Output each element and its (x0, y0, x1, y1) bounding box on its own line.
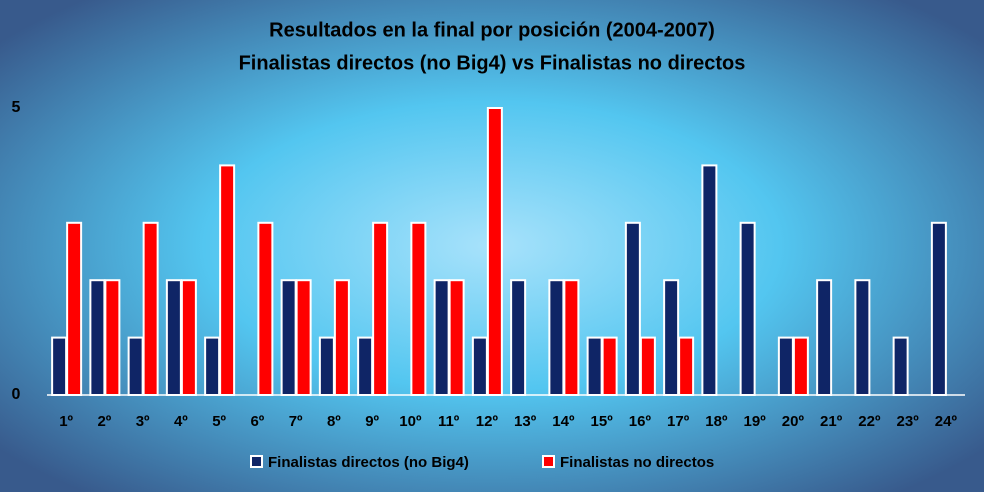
bar (510, 279, 527, 397)
bar (318, 336, 335, 397)
x-tick-label: 8º (327, 413, 341, 430)
bar (410, 221, 427, 396)
y-tick-label: 5 (12, 99, 21, 116)
bar (448, 279, 465, 397)
bar (563, 279, 580, 397)
x-tick-label: 6º (250, 413, 264, 430)
bar (51, 336, 68, 397)
y-tick-label: 0 (12, 386, 21, 403)
x-tick-label: 2º (97, 413, 111, 430)
legend-label: Finalistas no directos (560, 454, 714, 471)
x-tick-label: 17º (667, 413, 690, 430)
bar (777, 336, 794, 397)
bar (372, 221, 389, 396)
bar (816, 279, 833, 397)
x-tick-label: 24º (935, 413, 958, 430)
x-tick-label: 4º (174, 413, 188, 430)
legend-label: Finalistas directos (no Big4) (268, 454, 469, 471)
bar (127, 336, 144, 397)
x-tick-label: 23º (897, 413, 920, 430)
x-tick-label: 7º (289, 413, 303, 430)
chart-subtitle: Finalistas directos (no Big4) vs Finalis… (239, 52, 746, 74)
bar (89, 279, 106, 397)
bar (639, 336, 656, 397)
bar (142, 221, 159, 396)
bar (930, 221, 947, 396)
bar (257, 221, 274, 396)
x-tick-label: 13º (514, 413, 537, 430)
bar (165, 279, 182, 397)
chart-title: Resultados en la final por posición (200… (269, 19, 715, 41)
x-tick-label: 11º (438, 413, 460, 430)
x-tick-label: 16º (629, 413, 652, 430)
bar (586, 336, 603, 397)
x-tick-label: 10º (399, 413, 422, 430)
bar (601, 336, 618, 397)
bar (663, 279, 680, 397)
bar (471, 336, 488, 397)
bar (66, 221, 83, 396)
bar (295, 279, 312, 397)
x-tick-label: 3º (136, 413, 150, 430)
x-tick-label: 21º (820, 413, 843, 430)
bar (854, 279, 871, 397)
x-tick-label: 15º (591, 413, 614, 430)
bar (333, 279, 350, 397)
x-tick-label: 9º (365, 413, 379, 430)
bar (678, 336, 695, 397)
x-tick-label: 12º (476, 413, 499, 430)
legend-swatch (250, 455, 263, 468)
bar (204, 336, 221, 397)
bar (486, 107, 503, 396)
bar (624, 221, 641, 396)
x-tick-label: 14º (552, 413, 575, 430)
bar (180, 279, 197, 397)
bar (433, 279, 450, 397)
x-tick-label: 20º (782, 413, 805, 430)
x-tick-label: 5º (212, 413, 226, 430)
x-tick-label: 1º (59, 413, 73, 430)
bar (219, 164, 236, 396)
legend-swatch (542, 455, 555, 468)
bar (792, 336, 809, 397)
x-tick-label: 22º (858, 413, 881, 430)
bar (280, 279, 297, 397)
bar (548, 279, 565, 397)
x-tick-label: 18º (705, 413, 728, 430)
bar (701, 164, 718, 396)
bar (357, 336, 374, 397)
bar (739, 221, 756, 396)
bar (104, 279, 121, 397)
bar (892, 336, 909, 397)
x-tick-label: 19º (744, 413, 767, 430)
